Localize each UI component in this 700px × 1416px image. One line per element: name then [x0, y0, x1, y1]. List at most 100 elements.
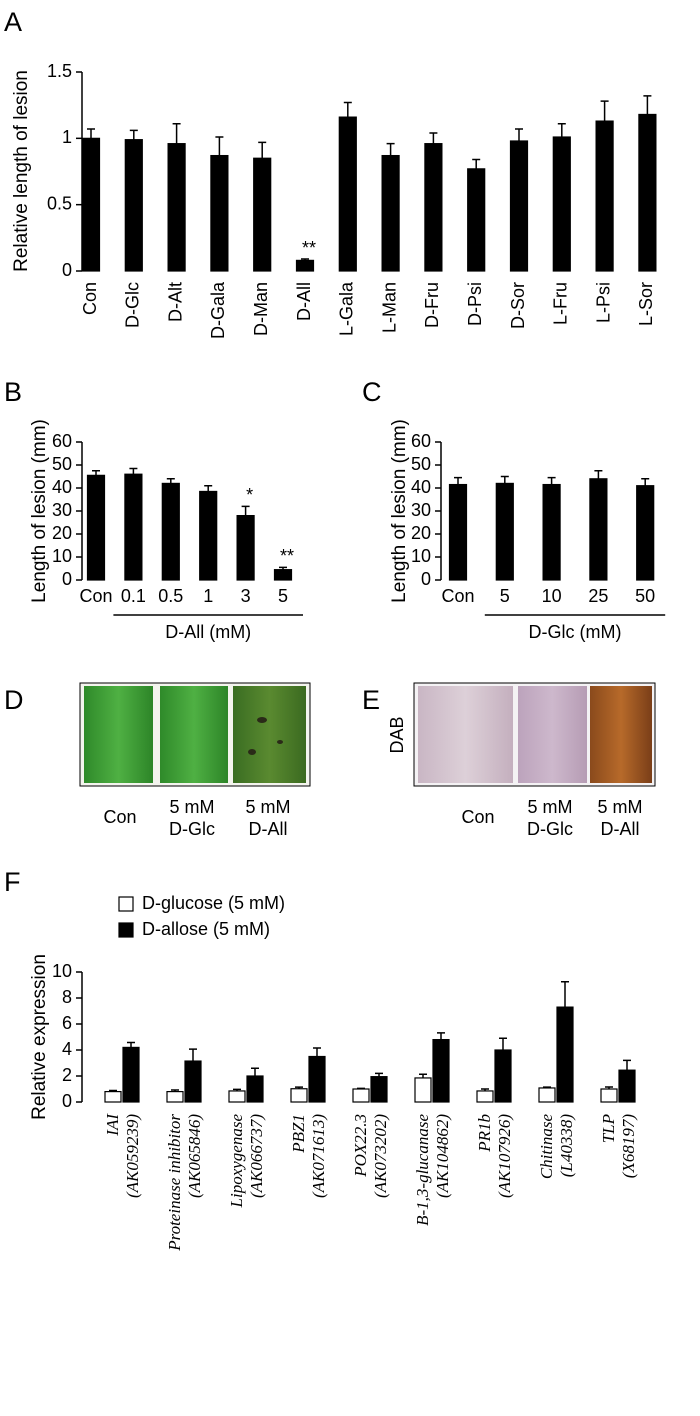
error-bar — [127, 1041, 135, 1048]
x-tick-label: Proteinase inhibitor — [165, 1114, 184, 1252]
error-bar — [109, 1089, 117, 1092]
x-tick-label: 25 — [588, 586, 608, 606]
error-bar — [543, 1086, 551, 1088]
y-tick-label: 50 — [52, 454, 72, 474]
image-label: 5 mM — [246, 797, 291, 817]
x-tick-label: Con — [80, 282, 100, 315]
x-tick-label: 5 — [278, 586, 288, 606]
error-bar — [279, 566, 287, 570]
bar — [424, 143, 443, 272]
x-tick-label: D-Sor — [508, 282, 528, 329]
error-bar — [251, 1067, 259, 1076]
error-bar — [419, 1073, 427, 1078]
y-tick-label: 0 — [62, 260, 72, 280]
error-bar — [241, 505, 250, 516]
error-bar — [557, 122, 566, 138]
y-tick-label: 0 — [62, 569, 72, 589]
panel-label: C — [362, 377, 382, 407]
error-bar — [129, 129, 138, 140]
error-bar — [605, 1086, 613, 1089]
bar — [124, 473, 143, 581]
error-bar — [454, 476, 462, 485]
y-tick-label: 10 — [52, 961, 72, 981]
error-bar — [87, 128, 95, 139]
x-tick-label: Con — [79, 586, 112, 606]
bar — [161, 482, 180, 581]
bar — [636, 485, 655, 581]
error-bar — [594, 470, 603, 479]
y-tick-label: 1 — [62, 127, 72, 147]
bar — [589, 478, 608, 581]
error-bar — [472, 158, 481, 169]
x-tick-label: POX22.3 — [351, 1114, 370, 1178]
x-tick-label: B-1,3-glucanase — [413, 1114, 432, 1226]
bar — [308, 1055, 326, 1103]
x-tick-label: D-All — [294, 282, 314, 321]
y-tick-label: 10 — [52, 546, 72, 566]
error-bar — [623, 1059, 631, 1071]
group-label: D-All (mM) — [165, 622, 251, 642]
panel-label: E — [362, 685, 380, 715]
bar — [432, 1038, 450, 1103]
bar — [476, 1090, 494, 1103]
significance: ** — [302, 238, 316, 258]
y-axis-label: Relative expression — [29, 954, 50, 1120]
y-tick-label: 10 — [411, 546, 431, 566]
bar — [414, 1077, 432, 1103]
x-tick-label: Con — [441, 586, 474, 606]
lesion — [277, 740, 283, 744]
y-tick-label: 40 — [411, 477, 431, 497]
y-tick-label: 50 — [411, 454, 431, 474]
bar — [370, 1076, 388, 1103]
legend-swatch — [118, 922, 134, 938]
error-bar — [500, 475, 509, 484]
x-tick-label: (AK071613) — [309, 1114, 328, 1198]
bar — [381, 154, 400, 272]
bar — [600, 1088, 618, 1103]
error-bar — [172, 122, 181, 144]
panel-label: D — [4, 685, 24, 715]
x-tick-label: PBZ1 — [289, 1114, 308, 1154]
error-bar — [343, 101, 352, 118]
bar — [167, 143, 186, 272]
y-tick-label: 0.5 — [47, 193, 72, 213]
error-bar — [301, 258, 309, 261]
image-label: D-All — [601, 819, 640, 839]
panel-label: F — [4, 867, 21, 897]
error-bar — [429, 132, 438, 144]
bar — [509, 140, 529, 272]
error-bar — [481, 1088, 489, 1091]
significance: * — [246, 485, 253, 505]
x-tick-label: L-Sor — [636, 282, 656, 326]
error-bar — [499, 1037, 507, 1050]
error-bar — [215, 136, 224, 156]
x-tick-label: PR1b — [475, 1114, 494, 1153]
bar — [166, 1090, 184, 1103]
panel-label: A — [4, 7, 22, 37]
leaf-photo — [160, 686, 228, 783]
x-tick-label: (AK107926) — [495, 1114, 514, 1198]
y-tick-label: 40 — [52, 477, 72, 497]
bar — [210, 154, 229, 272]
error-bar — [295, 1086, 303, 1089]
x-tick-label: D-Fru — [422, 282, 442, 328]
error-bar — [600, 100, 609, 122]
y-tick-label: 60 — [52, 431, 72, 451]
x-tick-label: (L40338) — [557, 1114, 576, 1178]
error-bar — [375, 1072, 383, 1077]
x-tick-label: L-Gala — [337, 281, 357, 336]
bar — [104, 1090, 122, 1103]
error-bar — [561, 981, 569, 1008]
y-tick-label: 0 — [421, 569, 431, 589]
side-label: DAB — [387, 716, 407, 753]
image-label: D-Glc — [169, 819, 215, 839]
y-tick-label: 8 — [62, 987, 72, 1007]
bar — [638, 113, 657, 272]
bar — [495, 482, 514, 581]
x-tick-label: D-Man — [251, 282, 271, 336]
y-tick-label: 6 — [62, 1013, 72, 1033]
bar — [290, 1088, 308, 1103]
error-bar — [166, 478, 175, 484]
image-label: Con — [103, 807, 136, 827]
bar — [273, 569, 293, 581]
